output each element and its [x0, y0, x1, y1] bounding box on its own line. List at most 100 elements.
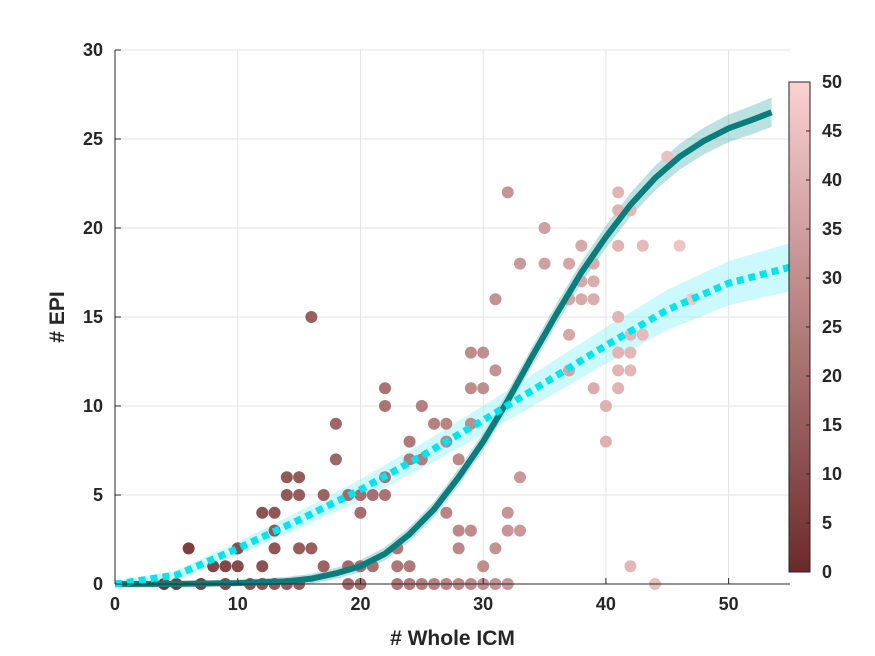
data-point — [379, 400, 391, 412]
data-point — [391, 560, 404, 573]
data-point — [219, 560, 232, 573]
data-point — [403, 435, 416, 448]
data-point — [575, 239, 588, 252]
data-point — [403, 560, 416, 573]
data-point — [673, 239, 686, 252]
data-point — [489, 364, 502, 377]
x-tick-label: 40 — [596, 594, 616, 614]
data-point — [624, 346, 637, 359]
data-point — [612, 239, 625, 252]
data-point — [379, 489, 391, 501]
confidence-band — [115, 243, 790, 584]
data-point — [231, 560, 244, 573]
data-point — [538, 222, 551, 234]
colorbar-tick-label: 15 — [822, 415, 842, 435]
colorbar-tick-label: 35 — [822, 219, 842, 239]
data-point — [329, 453, 342, 466]
data-point — [379, 382, 391, 395]
colorbar-tick-label: 30 — [822, 268, 842, 288]
grid-lines — [114, 49, 790, 585]
data-point — [538, 257, 551, 270]
axes — [114, 49, 790, 585]
data-point — [612, 311, 625, 323]
x-tick-label: 0 — [110, 594, 120, 614]
confidence-bands — [115, 97, 790, 585]
data-point — [477, 382, 490, 395]
data-point — [587, 293, 600, 306]
data-point — [587, 275, 600, 288]
data-point — [612, 382, 625, 395]
data-point — [464, 382, 477, 395]
colorbar-tick-label: 25 — [822, 317, 842, 337]
tick-labels: 0 10 20 30 40 50 0 5 10 15 20 25 30 — [83, 40, 739, 614]
data-point — [293, 489, 306, 501]
data-point — [501, 186, 514, 199]
data-point — [440, 417, 453, 430]
data-point — [612, 346, 625, 359]
confidence-band — [115, 97, 772, 585]
x-tick-label: 20 — [350, 594, 370, 614]
data-point — [624, 560, 637, 573]
data-point — [293, 471, 306, 484]
y-tick-label: 10 — [83, 396, 103, 416]
colorbar: 0 5 10 15 20 25 30 35 40 45 50 — [788, 72, 842, 582]
x-tick-label: 30 — [473, 594, 493, 614]
data-point — [268, 542, 281, 555]
data-point — [599, 435, 612, 448]
data-point — [256, 506, 269, 519]
data-point — [280, 471, 293, 484]
data-point — [464, 524, 477, 537]
data-point — [489, 542, 502, 555]
data-point — [624, 364, 637, 377]
data-point — [305, 542, 318, 555]
data-point — [440, 506, 453, 519]
data-point — [317, 489, 330, 501]
data-point — [612, 364, 625, 377]
colorbar-tick-label: 45 — [822, 121, 842, 141]
data-point — [464, 346, 477, 359]
colorbar-tick-label: 40 — [822, 170, 842, 190]
data-point — [612, 186, 625, 199]
data-point — [477, 346, 490, 359]
data-point — [415, 400, 428, 412]
data-point — [587, 382, 600, 395]
data-point — [563, 257, 576, 270]
data-point — [636, 328, 649, 341]
y-tick-label: 5 — [93, 485, 103, 505]
y-tick-label: 0 — [93, 574, 103, 594]
data-point — [366, 489, 379, 501]
data-point — [305, 311, 318, 323]
data-point — [514, 257, 526, 270]
data-point — [317, 560, 330, 573]
data-point — [599, 400, 612, 412]
data-point — [636, 239, 649, 252]
data-point — [661, 150, 674, 163]
x-axis-label: # Whole ICM — [390, 627, 515, 650]
data-point — [477, 560, 490, 573]
y-tick-label: 20 — [83, 218, 103, 238]
data-point — [354, 506, 367, 519]
sigmoid-fit-line — [114, 109, 773, 587]
x-tick-label: 50 — [719, 594, 739, 614]
data-point — [293, 542, 306, 555]
data-point — [501, 524, 514, 537]
data-point — [575, 293, 588, 306]
data-point — [268, 506, 281, 519]
y-tick-label: 15 — [83, 307, 103, 327]
colorbar-tick-label: 10 — [822, 464, 842, 484]
data-point — [428, 417, 441, 430]
data-point — [514, 524, 526, 537]
x-tick-label: 10 — [228, 594, 248, 614]
data-point — [182, 542, 195, 555]
data-point — [501, 506, 514, 519]
data-point — [514, 471, 526, 484]
colorbar-tick-label: 50 — [822, 72, 842, 92]
data-point — [280, 489, 293, 501]
data-point — [256, 560, 269, 573]
data-point — [489, 293, 502, 306]
data-point — [452, 453, 465, 466]
fit-lines — [114, 109, 791, 588]
y-tick-label: 25 — [83, 129, 103, 149]
data-point — [329, 417, 342, 430]
data-point — [563, 328, 576, 341]
